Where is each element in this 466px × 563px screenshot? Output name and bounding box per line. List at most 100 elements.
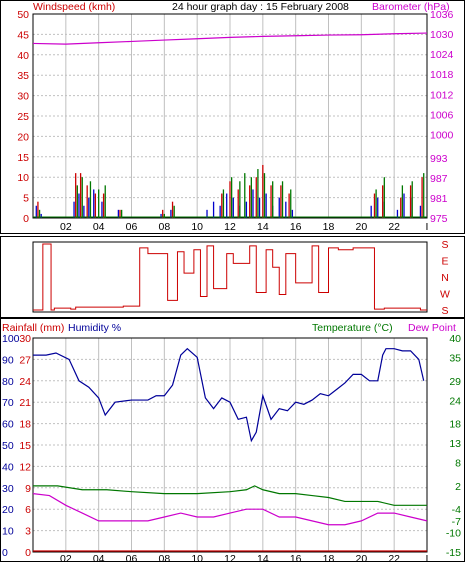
temperature-axis-title: Temperature (°C) — [312, 322, 393, 334]
humidity-tick-label: 50 — [2, 440, 14, 452]
temperature-tick-label: -10 — [446, 528, 461, 540]
temperature-tick-label: 13 — [449, 438, 461, 450]
barometer-tick-label: 1006 — [430, 109, 454, 121]
humidity-tick-label: 90 — [2, 354, 14, 366]
humidity-tick-label: 70 — [2, 397, 14, 409]
humidity-tick-label: 20 — [2, 504, 14, 516]
barometer-tick-label: 1000 — [430, 129, 454, 141]
windspeed-tick-label: 30 — [17, 91, 29, 103]
barometer-axis-title: Barometer (hPa) — [372, 1, 450, 13]
temperature-tick-label: -15 — [446, 547, 461, 559]
hour-tick-label: 10 — [191, 221, 203, 233]
barometer-tick-label: 975 — [430, 213, 448, 225]
windspeed-tick-label: 20 — [17, 131, 29, 143]
windspeed-axis-title: Windspeed (kmh) — [33, 1, 115, 13]
hour-tick-label: 02 — [60, 553, 72, 563]
temperature-line — [33, 485, 427, 506]
hour-tick-label: 20 — [355, 221, 367, 233]
temperature-tick-label: 40 — [449, 333, 461, 345]
hour-tick-label: 06 — [126, 221, 138, 233]
rainfall-tick-label: 6 — [25, 504, 31, 516]
windspeed-tick-label: 25 — [17, 111, 29, 123]
hour-tick-label: 04 — [93, 553, 105, 563]
temperature-tick-label: -7 — [452, 516, 461, 528]
humidity-tick-label: 40 — [2, 461, 14, 473]
barometer-tick-label: 1012 — [430, 89, 454, 101]
barometer-tick-label: 1036 — [430, 9, 454, 21]
windspeed-tick-label: 50 — [17, 9, 29, 21]
windspeed-tick-label: 10 — [17, 172, 29, 184]
barometer-tick-label: 1030 — [430, 29, 454, 41]
direction-tick-label: S — [441, 305, 448, 317]
panel-temp-frame — [0, 318, 465, 562]
rainfall-axis-title: Rainfall (mm) — [2, 322, 64, 334]
humidity-tick-label: 0 — [2, 547, 8, 559]
barometer-tick-label: 1018 — [430, 69, 454, 81]
windspeed-tick-label: 45 — [17, 29, 29, 41]
panel-direction-frame — [0, 236, 465, 318]
rainfall-tick-label: 9 — [25, 483, 31, 495]
direction-tick-label: W — [440, 289, 450, 301]
direction-tick-label: S — [441, 239, 448, 251]
direction-tick-label: E — [441, 256, 448, 268]
rainfall-tick-label: 0 — [25, 547, 31, 559]
windspeed-tick-label: 40 — [17, 50, 29, 62]
rainfall-tick-label: 27 — [19, 354, 31, 366]
temperature-tick-label: 35 — [449, 352, 461, 364]
wind-barometer-chart: 0510152025303540455097598198799310001006… — [17, 9, 453, 233]
temperature-tick-label: 24 — [449, 395, 461, 407]
windspeed-tick-label: 5 — [23, 193, 29, 205]
humidity-axis-title: Humidity % — [68, 322, 121, 334]
humidity-tick-label: 30 — [2, 483, 14, 495]
hour-tick-label: 22 — [388, 221, 400, 233]
hour-tick-label: 08 — [158, 221, 170, 233]
humidity-tick-label: 60 — [2, 419, 14, 431]
hour-tick-label: I — [426, 221, 429, 233]
hour-tick-label: 04 — [93, 221, 105, 233]
graph-title: 24 hour graph day : 15 February 2008 — [172, 1, 349, 13]
barometer-tick-label: 993 — [430, 153, 448, 165]
windspeed-tick-label: 35 — [17, 70, 29, 82]
humidity-line — [33, 347, 425, 443]
hour-tick-label: 18 — [323, 553, 335, 563]
windspeed-tick-label: 0 — [23, 213, 29, 225]
dewpoint-axis-title: Dew Point — [408, 322, 456, 334]
direction-tick-label: N — [441, 272, 449, 284]
hour-tick-label: 08 — [158, 553, 170, 563]
direction-plot-border — [32, 241, 428, 313]
hour-tick-label: 20 — [355, 553, 367, 563]
temperature-tick-label: 29 — [449, 376, 461, 388]
plot-area-border — [32, 337, 428, 553]
hour-tick-label: 02 — [60, 221, 72, 233]
temperature-tick-label: 8 — [455, 458, 461, 470]
panel-wind-frame — [0, 0, 465, 234]
hour-tick-label: I — [426, 553, 429, 563]
rainfall-tick-label: 24 — [19, 376, 31, 388]
windspeed-tick-label: 15 — [17, 152, 29, 164]
rainfall-tick-label: 18 — [19, 419, 31, 431]
humidity-tick-label: 100 — [2, 333, 20, 345]
hour-tick-label: 16 — [290, 221, 302, 233]
hour-tick-label: 14 — [257, 553, 269, 563]
humidity-tick-label: 10 — [2, 526, 14, 538]
rainfall-tick-label: 21 — [19, 397, 31, 409]
dew-point-line — [32, 493, 428, 526]
hour-tick-label: 18 — [323, 221, 335, 233]
rainfall-tick-label: 30 — [19, 333, 31, 345]
barometer-line — [32, 32, 428, 45]
rainfall-tick-label: 12 — [19, 461, 31, 473]
temperature-tick-label: 18 — [449, 419, 461, 431]
wind-direction-line — [33, 243, 427, 311]
hour-tick-label: 06 — [126, 553, 138, 563]
hour-tick-label: 14 — [257, 221, 269, 233]
hour-tick-label: 16 — [290, 553, 302, 563]
barometer-tick-label: 987 — [430, 173, 448, 185]
hour-tick-label: 10 — [191, 553, 203, 563]
temperature-tick-label: -4 — [452, 504, 461, 516]
rainfall-tick-label: 3 — [25, 526, 31, 538]
rainfall-tick-label: 15 — [19, 440, 31, 452]
